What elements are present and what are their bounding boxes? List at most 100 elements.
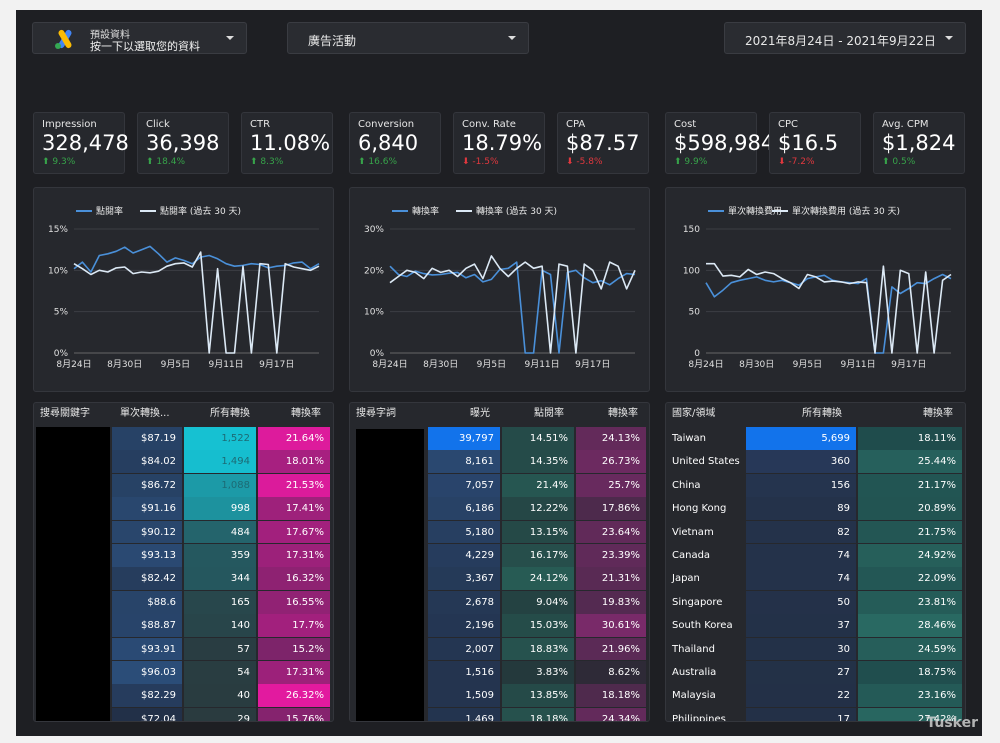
country-cell: South Korea <box>672 620 733 632</box>
conversions-cell: 50 <box>746 590 856 614</box>
conv-rate-cell: 18.01% <box>258 450 330 474</box>
x-tick-label: 9月5日 <box>477 359 506 370</box>
conv-rate-cell: 23.39% <box>576 544 646 567</box>
conv-rate-cell: 17.31% <box>258 661 330 684</box>
data-source-dropdown[interactable]: 預設資料 按一下以選取您的資料 <box>32 22 247 54</box>
kpi-card-conversion: Conversion 6,840 ⬆ 16.6% <box>349 112 441 174</box>
kpi-value: 328,478 <box>42 131 129 155</box>
redacted-search-terms <box>356 429 424 721</box>
cpa-cell: $82.29 <box>112 684 182 708</box>
x-tick-label: 9月11日 <box>524 359 559 370</box>
kpi-change-value: -7.2% <box>788 157 815 167</box>
redacted-keywords <box>36 427 110 721</box>
kpi-change-value: -5.8% <box>576 157 603 167</box>
table-header[interactable]: 點閱率 <box>534 408 564 419</box>
kpi-label: Impression <box>42 119 97 130</box>
legend-label: 點閱率 (過去 30 天) <box>160 205 241 217</box>
country-cell: Hong Kong <box>672 503 727 515</box>
date-range-label: 2021年8月24日 - 2021年9月22日 <box>745 34 936 48</box>
conv-rate-cell: 8.62% <box>576 661 646 684</box>
kpi-card-conv-rate: Conv. Rate 18.79% ⬇ -1.5% <box>453 112 545 174</box>
conv-rate-cell: 21.53% <box>258 473 330 497</box>
x-tick-label: 8月24日 <box>56 359 91 370</box>
table-header[interactable]: 所有轉換 <box>802 408 842 419</box>
kpi-change-value: 9.3% <box>52 157 76 167</box>
impressions-cell: 39,797 <box>428 427 500 450</box>
table-header[interactable]: 搜尋字詞 <box>356 408 396 419</box>
country-cell: China <box>672 479 701 491</box>
x-tick-label: 9月17日 <box>259 359 294 370</box>
legend-label: 轉換率 <box>412 205 439 217</box>
conv-rate-cell: 17.7% <box>258 614 330 637</box>
dashboard: 預設資料 按一下以選取您的資料 廣告活動 2021年8月24日 - 2021年9… <box>16 10 982 736</box>
data-source-label: 預設資料 <box>90 30 130 41</box>
chart-conversion-rate: 轉換率 轉換率 (過去 30 天) 30% 20% 10% 0% 8月24日 8月30日 9月5… <box>349 187 650 392</box>
x-tick-label: 9月11日 <box>840 359 875 370</box>
country-cell: Taiwan <box>672 433 707 444</box>
table-header[interactable]: 所有轉換 <box>210 408 250 419</box>
y-tick-label: 20% <box>364 266 384 276</box>
arrow-up-icon: ⬆ <box>674 157 682 167</box>
kpi-label: Conv. Rate <box>462 119 516 130</box>
kpi-change: ⬆ 18.4% <box>146 157 220 168</box>
cpa-cell: $96.03 <box>112 661 182 684</box>
table-header[interactable]: 國家/領域 <box>672 408 716 419</box>
impressions-cell: 1,516 <box>428 661 500 684</box>
table-header[interactable]: 單次轉換... <box>120 408 170 419</box>
series-line-0 <box>389 261 636 354</box>
legend-label: 點閱率 <box>96 205 123 217</box>
table-header[interactable]: 曝光 <box>470 408 490 419</box>
conv-rate-cell: 30.61% <box>576 614 646 637</box>
kpi-card-avg-cpm: Avg. CPM $1,824 ⬆ 0.5% <box>873 112 965 174</box>
google-ads-logo-icon <box>55 29 72 49</box>
arrow-down-icon: ⬇ <box>462 157 470 167</box>
table-header[interactable]: 轉換率 <box>291 408 321 419</box>
y-tick-label: 5% <box>54 308 69 318</box>
cpa-cell: $88.6 <box>112 590 182 614</box>
conv-rate-cell: 25.44% <box>858 450 962 474</box>
country-cell: Thailand <box>672 643 715 655</box>
kpi-change: ⬆ 9.3% <box>42 157 116 168</box>
cpa-cell: $93.91 <box>112 637 182 661</box>
table-header[interactable]: 轉換率 <box>923 408 953 419</box>
table-header[interactable]: 搜尋關鍵字 <box>40 408 90 419</box>
conv-rate-cell: 21.64% <box>258 427 330 450</box>
ctr-cell: 15.03% <box>502 614 574 637</box>
arrow-up-icon: ⬆ <box>42 157 50 167</box>
conv-rate-cell: 17.67% <box>258 520 330 544</box>
impressions-cell: 1,469 <box>428 707 500 721</box>
conversions-cell: 54 <box>184 661 256 684</box>
date-range-picker[interactable]: 2021年8月24日 - 2021年9月22日 <box>724 22 966 54</box>
conv-rate-cell: 21.31% <box>576 567 646 591</box>
ctr-cell: 14.35% <box>502 450 574 474</box>
conversions-cell: 22 <box>746 684 856 708</box>
kpi-value: 11.08% <box>250 131 331 155</box>
kpi-label: CTR <box>250 119 271 130</box>
x-tick-label: 8月30日 <box>423 359 458 370</box>
chart-ctr: 點閱率 點閱率 (過去 30 天) 15% 10% 5% 0% 8月24日 8月30日 9月5日… <box>33 187 334 392</box>
kpi-change-value: 18.4% <box>156 157 186 167</box>
country-cell: Vietnam <box>672 526 714 538</box>
conv-rate-cell: 21.75% <box>858 520 962 544</box>
conv-rate-cell: 18.18% <box>576 684 646 708</box>
arrow-down-icon: ⬇ <box>566 157 574 167</box>
y-tick-label: 150 <box>683 225 700 235</box>
conv-rate-cell: 24.34% <box>576 707 646 721</box>
kpi-change-value: 9.9% <box>684 157 708 167</box>
conversions-cell: 37 <box>746 614 856 637</box>
table-header[interactable]: 轉換率 <box>608 408 638 419</box>
x-tick-label: 9月11日 <box>208 359 243 370</box>
ctr-cell: 21.4% <box>502 473 574 497</box>
conv-rate-cell: 26.32% <box>258 684 330 708</box>
conversions-cell: 1,088 <box>184 473 256 497</box>
conversions-cell: 1,522 <box>184 427 256 450</box>
cpa-cell: $84.02 <box>112 450 182 474</box>
kpi-card-click: Click 36,398 ⬆ 18.4% <box>137 112 229 174</box>
conversions-cell: 89 <box>746 497 856 520</box>
x-tick-label: 9月17日 <box>575 359 610 370</box>
x-tick-label: 9月17日 <box>891 359 926 370</box>
campaign-dropdown[interactable]: 廣告活動 <box>287 22 529 54</box>
conversions-cell: 17 <box>746 707 856 721</box>
ctr-cell: 24.12% <box>502 567 574 591</box>
conversions-cell: 40 <box>184 684 256 708</box>
